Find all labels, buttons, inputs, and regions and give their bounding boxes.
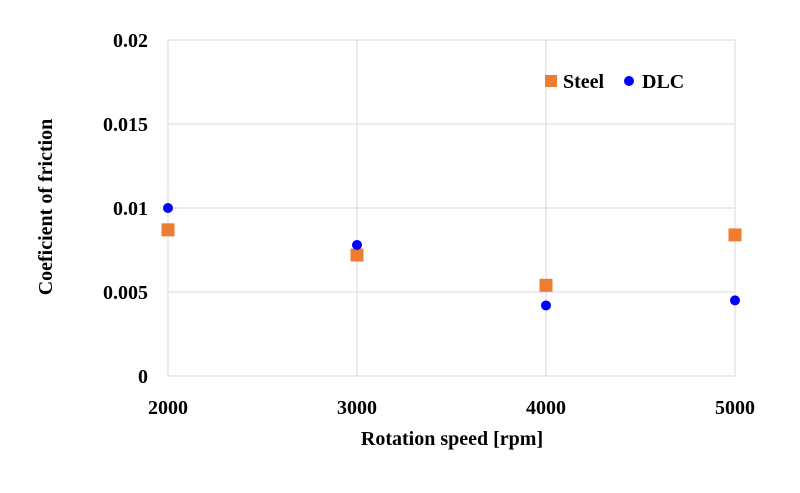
series-dlc: [163, 203, 740, 311]
y-tick-label: 0.005: [103, 282, 148, 304]
x-tick-label: 4000: [526, 397, 566, 419]
y-axis-title: Coeficient of friction: [35, 119, 57, 296]
legend-dlc-label: DLC: [642, 71, 684, 93]
legend: Steel DLC: [545, 71, 684, 93]
data-points: [161, 203, 742, 311]
y-tick-label: 0.015: [103, 114, 148, 136]
steel-point: [161, 223, 175, 237]
y-tick-label: 0.02: [113, 30, 148, 52]
x-tick-label: 3000: [337, 397, 377, 419]
y-axis-ticks: 0 0.005 0.01 0.015 0.02: [103, 30, 148, 388]
y-tick-label: 0.01: [113, 198, 148, 220]
series-steel: [161, 223, 742, 292]
steel-point: [350, 248, 364, 262]
x-axis-title: Rotation speed [rpm]: [361, 428, 543, 450]
dlc-point: [541, 300, 551, 311]
legend-dlc-circle-marker: [624, 76, 634, 86]
steel-point: [539, 278, 553, 292]
x-tick-label: 2000: [148, 397, 188, 419]
steel-point: [728, 228, 742, 242]
dlc-point: [730, 295, 740, 306]
x-axis-ticks: 2000 3000 4000 5000: [148, 397, 755, 419]
legend-steel-square-marker: [545, 75, 557, 87]
legend-steel-label: Steel: [563, 71, 605, 93]
dlc-point: [352, 239, 362, 250]
dlc-point: [163, 203, 173, 213]
y-tick-label: 0: [138, 366, 148, 388]
x-tick-label: 5000: [715, 397, 755, 419]
